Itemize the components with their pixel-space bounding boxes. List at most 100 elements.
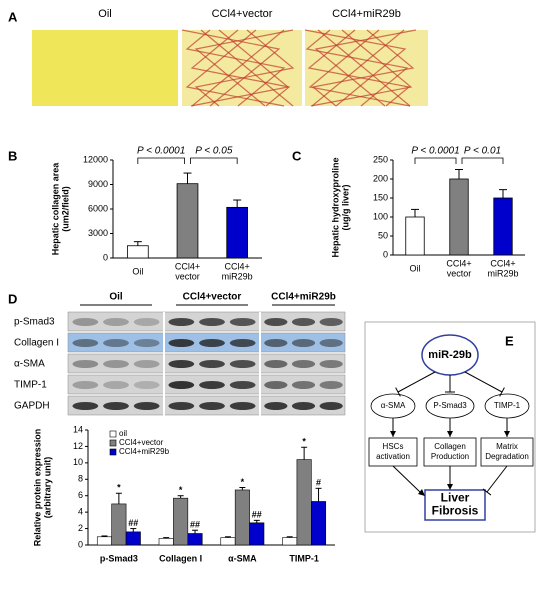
blot-band — [133, 381, 160, 389]
arrow-head — [447, 431, 453, 437]
bar — [187, 533, 203, 546]
y-tick-label: 100 — [373, 211, 388, 221]
significance-label: P < 0.05 — [195, 146, 233, 157]
blot-band — [319, 360, 343, 368]
bar — [405, 216, 425, 256]
row-label: GAPDH — [14, 401, 50, 412]
x-tick-label: CCl4+ — [175, 261, 200, 271]
node-label: Collagen — [434, 442, 466, 451]
legend-label: oil — [119, 429, 127, 438]
x-tick-label: CCl4+ — [446, 258, 471, 268]
significance-marker: * — [117, 483, 121, 493]
legend-swatch — [109, 430, 117, 438]
arrow-head — [447, 484, 453, 490]
significance-label: P < 0.0001 — [137, 146, 185, 157]
blot-band — [264, 339, 288, 347]
collagen-fiber — [311, 29, 405, 107]
x-tick-label: CCl4+ — [490, 258, 515, 268]
blot-band — [319, 381, 343, 389]
bar — [96, 536, 112, 546]
y-tick-label: 3000 — [88, 228, 108, 238]
arrow-head — [418, 489, 425, 496]
blot-band — [168, 360, 195, 368]
collagen-fiber — [185, 29, 286, 107]
bar — [125, 531, 141, 546]
blot-band — [103, 402, 129, 410]
significance-bracket — [414, 157, 457, 164]
bar — [296, 459, 312, 546]
collagen-fiber — [305, 29, 409, 107]
node-label: P-Smad3 — [433, 401, 467, 410]
y-tick-label: 0 — [103, 252, 108, 262]
inhibition-line — [397, 371, 436, 393]
y-axis-label: (ug/g liver) — [340, 184, 350, 230]
significance-label: P < 0.01 — [464, 146, 501, 157]
collagen-fiber — [200, 29, 294, 107]
significance-bracket — [137, 157, 185, 164]
y-tick-label: 14 — [73, 424, 83, 434]
y-axis-label: Hepatic hydroxyproline — [330, 157, 340, 257]
y-tick-label: 9000 — [88, 179, 108, 189]
blot-band — [199, 360, 225, 368]
y-tick-label: 12 — [73, 441, 83, 451]
y-axis-label: (um2/field) — [60, 186, 70, 232]
inhibition-line — [464, 371, 503, 393]
collagen-fiber — [311, 29, 415, 107]
node-label: activation — [376, 452, 410, 461]
image-label: CCl4+vector — [212, 8, 273, 20]
legend-label: CCl4+miR29b — [119, 447, 170, 456]
blot-band — [133, 318, 160, 326]
collagen-fiber — [194, 29, 295, 107]
blot-band — [199, 339, 225, 347]
y-tick-label: 0 — [78, 539, 83, 549]
blot-band — [229, 339, 256, 347]
x-tick-label: miR29b — [222, 271, 253, 281]
group-label: CCl4+miR29b — [271, 292, 336, 303]
diagram-node — [480, 437, 534, 467]
legend-swatch — [109, 439, 117, 447]
node-label: HSCs — [383, 442, 404, 451]
collagen-fiber — [190, 29, 291, 107]
panel-letter: B — [8, 148, 17, 163]
bar — [493, 197, 513, 256]
blot-band — [168, 318, 195, 326]
y-tick-label: 250 — [373, 154, 388, 164]
group-label: Oil — [109, 292, 123, 303]
arrow-line — [392, 465, 421, 493]
node-label: Liver — [441, 491, 470, 505]
collagen-fiber — [317, 29, 411, 107]
bar — [127, 245, 149, 259]
significance-marker: * — [302, 437, 306, 447]
row-label: TIMP-1 — [14, 380, 47, 391]
bar — [282, 537, 298, 546]
node-label: Production — [431, 452, 469, 461]
bar — [249, 522, 265, 546]
image-label: CCl4+miR29b — [332, 8, 401, 20]
collagen-fiber — [310, 29, 413, 107]
blot-band — [72, 381, 99, 389]
significance-label: P < 0.0001 — [411, 146, 459, 157]
blot-band — [291, 318, 316, 326]
blot-band — [168, 402, 195, 410]
diagram-frame — [364, 321, 536, 533]
node-label: miR-29b — [428, 349, 472, 361]
blot-band — [103, 318, 129, 326]
inhibition-line — [486, 465, 508, 493]
x-tick-label: CCl4+ — [225, 261, 250, 271]
diagram-node — [424, 489, 486, 521]
blot-band — [199, 381, 225, 389]
blot-band — [103, 339, 129, 347]
collagen-fiber — [181, 29, 281, 107]
y-tick-label: 6000 — [88, 203, 108, 213]
collagen-fiber — [190, 29, 290, 107]
inhibition-bar — [395, 387, 401, 397]
node-label: Fibrosis — [432, 504, 479, 518]
blot-band — [319, 402, 343, 410]
x-tick-label: α-SMA — [228, 553, 257, 563]
bar — [173, 497, 189, 546]
blot-band — [103, 381, 129, 389]
arrow-head — [504, 431, 510, 437]
node-label: TIMP-1 — [494, 401, 521, 410]
bar — [311, 501, 327, 546]
blot-band — [229, 402, 256, 410]
